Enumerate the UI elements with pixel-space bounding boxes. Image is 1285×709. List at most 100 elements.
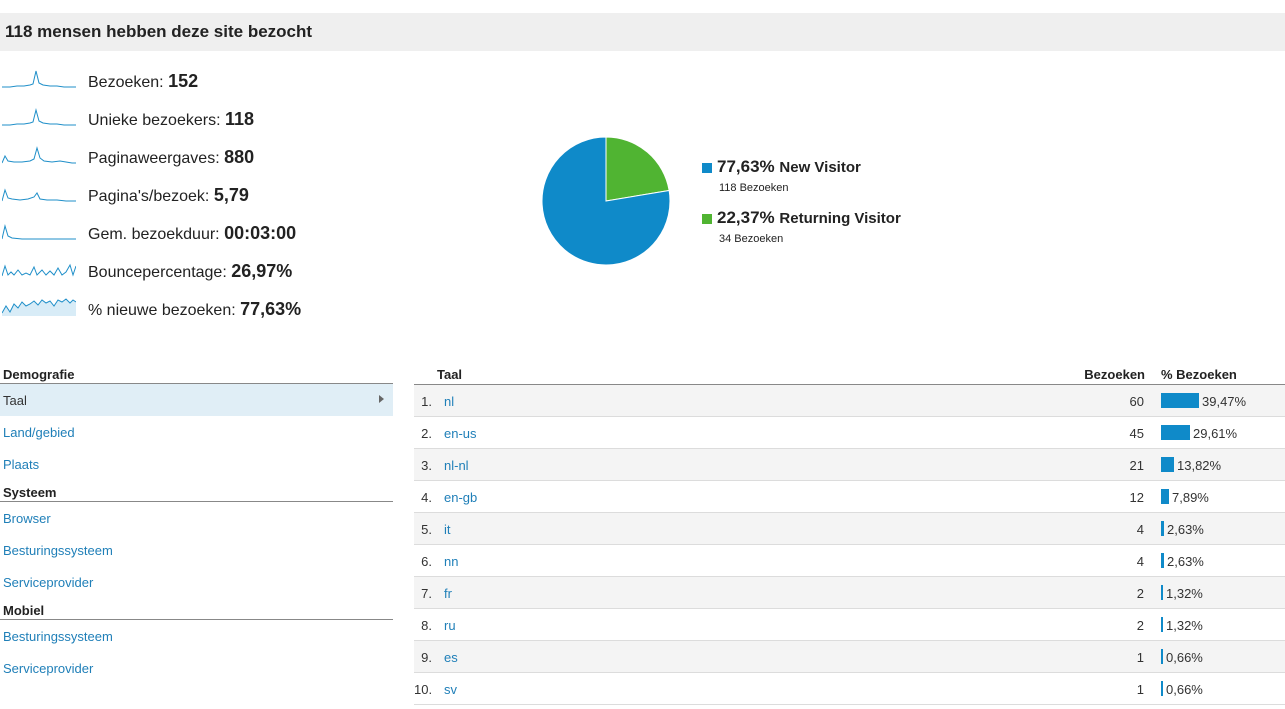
- metric-bouncepercentage[interactable]: Bouncepercentage: 26,97%: [0, 252, 420, 290]
- language-link[interactable]: sv: [444, 682, 457, 697]
- nav-item-plaats[interactable]: Plaats: [0, 448, 393, 480]
- table-row: 8. ru 2 1,32%: [414, 609, 1285, 641]
- table-row: 2. en-us 45 29,61%: [414, 417, 1285, 449]
- metric-label: Gem. bezoekduur:: [88, 226, 225, 243]
- language-link[interactable]: it: [444, 522, 451, 537]
- percent-value: 13,82%: [1177, 458, 1222, 473]
- legend-swatch: [702, 163, 712, 173]
- metric-gem-bezoekduur[interactable]: Gem. bezoekduur: 00:03:00: [0, 214, 420, 252]
- table-row: 9. es 1 0,66%: [414, 641, 1285, 673]
- visits-value: 12: [1129, 490, 1144, 505]
- nav-section-title: Systeem: [3, 485, 57, 500]
- row-index: 6.: [421, 554, 432, 569]
- language-link[interactable]: en-us: [444, 426, 477, 441]
- metric-value: 880: [224, 147, 255, 167]
- language-link[interactable]: en-gb: [444, 490, 478, 505]
- table-body: 1. nl 60 39,47% 2. en-us 45 29,61% 3. nl-nl 21 13,8…: [414, 385, 1285, 705]
- visits-value: 21: [1129, 458, 1144, 473]
- nav-item-label: Taal: [3, 393, 27, 408]
- percent-value: 2,63%: [1167, 554, 1204, 569]
- percent-bar: [1161, 521, 1164, 536]
- nav-item-taal[interactable]: Taal: [0, 384, 393, 416]
- language-link[interactable]: nl: [444, 394, 455, 409]
- visits-value: 2: [1136, 618, 1144, 633]
- sparkline-icon: [2, 263, 76, 277]
- table-row: 5. it 4 2,63%: [414, 513, 1285, 545]
- metric-label: % nieuwe bezoeken:: [88, 302, 241, 319]
- metric-nieuwe-bezoeken[interactable]: % nieuwe bezoeken: 77,63%: [0, 290, 420, 328]
- percent-bar: [1161, 425, 1190, 440]
- legend-name: New Visitor: [779, 159, 861, 176]
- nav-item-mobiel-besturingssysteem[interactable]: Besturingssysteem: [0, 620, 393, 652]
- visits-value: 60: [1129, 394, 1144, 409]
- pie-slice-returning-visitor[interactable]: [605, 136, 670, 202]
- visits-value: 4: [1136, 554, 1144, 569]
- header-bar: 118 mensen hebben deze site bezocht: [0, 13, 1285, 51]
- visits-value: 4: [1136, 522, 1144, 537]
- language-link[interactable]: ru: [444, 618, 456, 633]
- language-link[interactable]: nl-nl: [444, 458, 469, 473]
- row-index: 1.: [421, 394, 432, 409]
- percent-value: 1,32%: [1166, 586, 1203, 601]
- column-header-taal[interactable]: Taal: [437, 367, 463, 382]
- language-link[interactable]: fr: [444, 586, 452, 601]
- dimension-nav: Demografie Taal Land/gebied Plaats Syste…: [0, 362, 393, 684]
- metric-value: 00:03:00: [224, 223, 297, 243]
- page-title: 118 mensen hebben deze site bezocht: [5, 22, 313, 41]
- sparkline-icon: [2, 224, 76, 240]
- nav-item-label: Land/gebied: [3, 425, 75, 440]
- row-index: 5.: [421, 522, 432, 537]
- pie-slice-new-visitor[interactable]: [541, 136, 671, 266]
- row-index: 3.: [421, 458, 432, 473]
- metric-label: Unieke bezoekers:: [88, 112, 225, 129]
- language-link[interactable]: nn: [444, 554, 459, 569]
- legend-percent: 77,63%: [717, 157, 775, 176]
- row-index: 10.: [414, 682, 433, 697]
- table-row: 1. nl 60 39,47%: [414, 385, 1285, 417]
- nav-item-serviceprovider[interactable]: Serviceprovider: [0, 566, 393, 598]
- nav-item-besturingssysteem[interactable]: Besturingssysteem: [0, 534, 393, 566]
- language-table: Taal Bezoeken % Bezoeken 1. nl 60 39,47% 2. e…: [414, 362, 1285, 705]
- percent-bar: [1161, 617, 1163, 632]
- nav-item-label: Serviceprovider: [3, 575, 94, 590]
- nav-section-title: Demografie: [3, 367, 75, 382]
- table-row: 6. nn 4 2,63%: [414, 545, 1285, 577]
- metric-label: Bezoeken:: [88, 74, 169, 91]
- nav-section-mobiel: Mobiel: [0, 598, 393, 620]
- visits-value: 45: [1129, 426, 1144, 441]
- nav-item-browser[interactable]: Browser: [0, 502, 393, 534]
- nav-item-label: Besturingssysteem: [3, 629, 113, 644]
- sparkline-icon: [2, 298, 76, 316]
- sparkline-icon: [2, 188, 76, 202]
- language-link[interactable]: es: [444, 650, 458, 665]
- row-index: 2.: [421, 426, 432, 441]
- metric-value: 77,63%: [240, 299, 302, 319]
- metric-value: 26,97%: [231, 261, 293, 281]
- legend-name: Returning Visitor: [779, 210, 901, 227]
- metrics-list: Bezoeken: 152 Unieke bezoekers: 118 Pagi…: [0, 62, 420, 328]
- percent-bar: [1161, 585, 1163, 600]
- metric-unieke-bezoekers[interactable]: Unieke bezoekers: 118: [0, 100, 420, 138]
- metric-paginas-per-bezoek[interactable]: Pagina's/bezoek: 5,79: [0, 176, 420, 214]
- table-row: 10. sv 1 0,66%: [414, 673, 1285, 705]
- percent-value: 39,47%: [1202, 394, 1247, 409]
- nav-section-systeem: Systeem: [0, 480, 393, 502]
- metric-paginaweergaves[interactable]: Paginaweergaves: 880: [0, 138, 420, 176]
- nav-item-mobiel-serviceprovider[interactable]: Serviceprovider: [0, 652, 393, 684]
- row-index: 8.: [421, 618, 432, 633]
- nav-item-land-gebied[interactable]: Land/gebied: [0, 416, 393, 448]
- nav-item-label: Besturingssysteem: [3, 543, 113, 558]
- column-header-bezoeken[interactable]: Bezoeken: [1084, 367, 1145, 382]
- percent-bar: [1161, 681, 1163, 696]
- percent-value: 2,63%: [1167, 522, 1204, 537]
- nav-section-title: Mobiel: [3, 603, 45, 618]
- metric-bezoeken[interactable]: Bezoeken: 152: [0, 62, 420, 100]
- table-header: Taal Bezoeken % Bezoeken: [414, 362, 1285, 385]
- row-index: 4.: [421, 490, 432, 505]
- sparkline-icon: [2, 108, 76, 126]
- visits-value: 2: [1136, 586, 1144, 601]
- visitor-type-pie-chart: [541, 136, 671, 266]
- percent-value: 29,61%: [1193, 426, 1238, 441]
- metric-label: Bouncepercentage:: [88, 264, 232, 281]
- column-header-pct-bezoeken[interactable]: % Bezoeken: [1161, 367, 1237, 382]
